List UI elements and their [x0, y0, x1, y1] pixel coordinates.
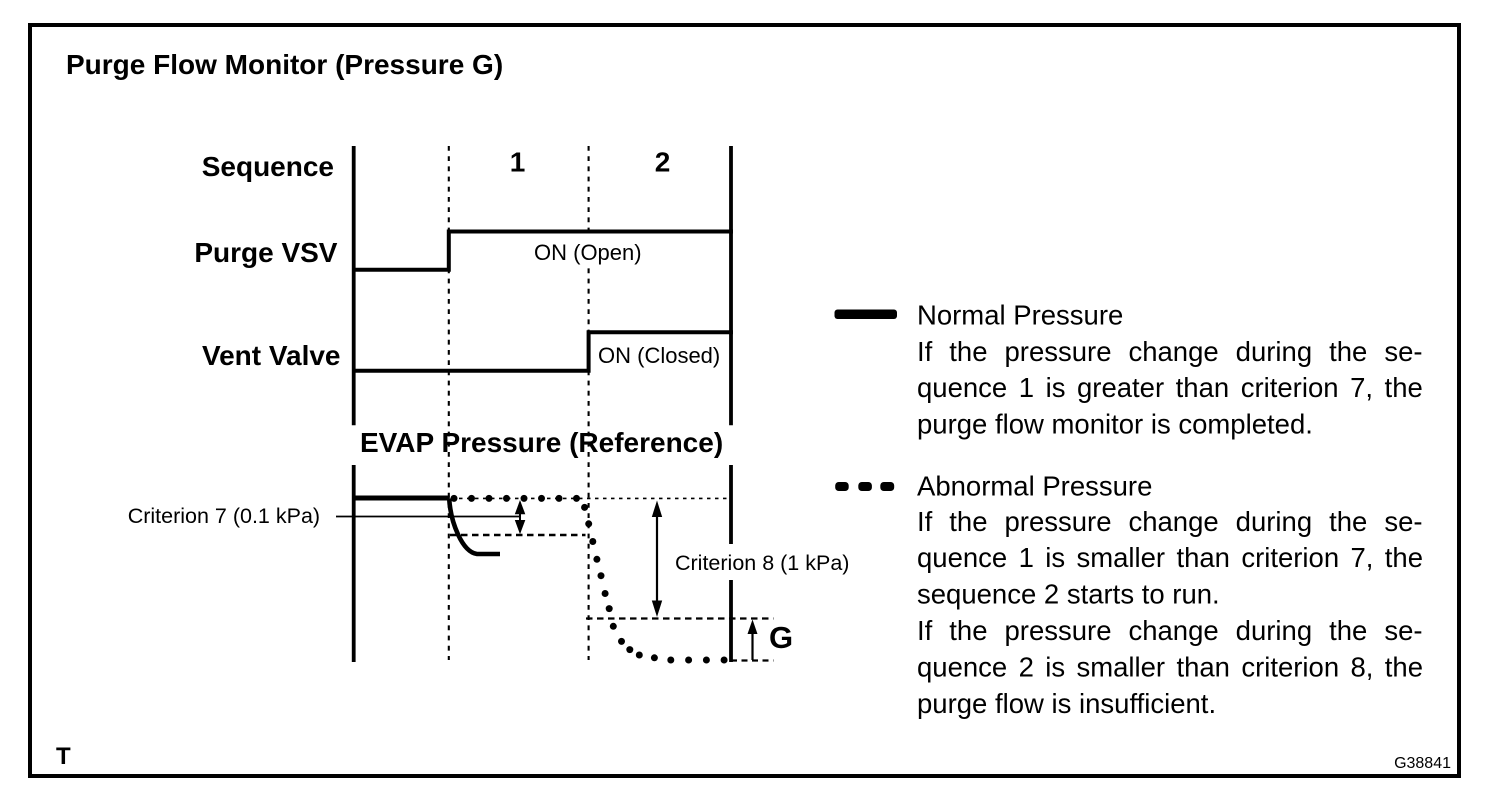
svg-text:T: T — [56, 743, 71, 770]
svg-text:quence 1 is smaller than crite: quence 1 is smaller than criterion 7, th… — [917, 542, 1423, 573]
svg-text:Purge VSV: Purge VSV — [194, 237, 337, 268]
svg-text:Purge Flow Monitor (Pressure G: Purge Flow Monitor (Pressure G) — [66, 49, 503, 80]
svg-text:sequence 2 starts to run.: sequence 2 starts to run. — [917, 579, 1220, 610]
svg-text:EVAP Pressure (Reference): EVAP Pressure (Reference) — [360, 427, 723, 458]
svg-text:Criterion 7 (0.1 kPa): Criterion 7 (0.1 kPa) — [128, 504, 320, 528]
svg-text:purge flow monitor is complete: purge flow monitor is completed. — [917, 409, 1313, 440]
svg-text:ON (Closed): ON (Closed) — [598, 343, 720, 368]
svg-text:G38841: G38841 — [1394, 755, 1451, 772]
svg-text:quence 1 is greater than crite: quence 1 is greater than criterion 7, th… — [917, 372, 1423, 403]
svg-text:If the pressure change during: If the pressure change during the se- — [917, 336, 1423, 367]
svg-text:If the pressure change during: If the pressure change during the se- — [917, 615, 1423, 646]
svg-text:1: 1 — [510, 147, 526, 178]
svg-text:Abnormal Pressure: Abnormal Pressure — [917, 471, 1152, 502]
svg-text:Criterion 8 (1 kPa): Criterion 8 (1 kPa) — [675, 551, 849, 575]
svg-text:Normal Pressure: Normal Pressure — [917, 299, 1123, 330]
svg-text:ON (Open): ON (Open) — [534, 240, 642, 265]
svg-text:Sequence: Sequence — [202, 151, 334, 182]
svg-text:quence 2 is smaller than crite: quence 2 is smaller than criterion 8, th… — [917, 651, 1423, 682]
svg-text:G: G — [769, 620, 793, 655]
svg-text:Vent Valve: Vent Valve — [202, 340, 341, 371]
svg-text:If the pressure change during: If the pressure change during the se- — [917, 506, 1423, 537]
svg-text:2: 2 — [655, 147, 671, 178]
svg-text:purge flow is insufficient.: purge flow is insufficient. — [917, 688, 1216, 719]
